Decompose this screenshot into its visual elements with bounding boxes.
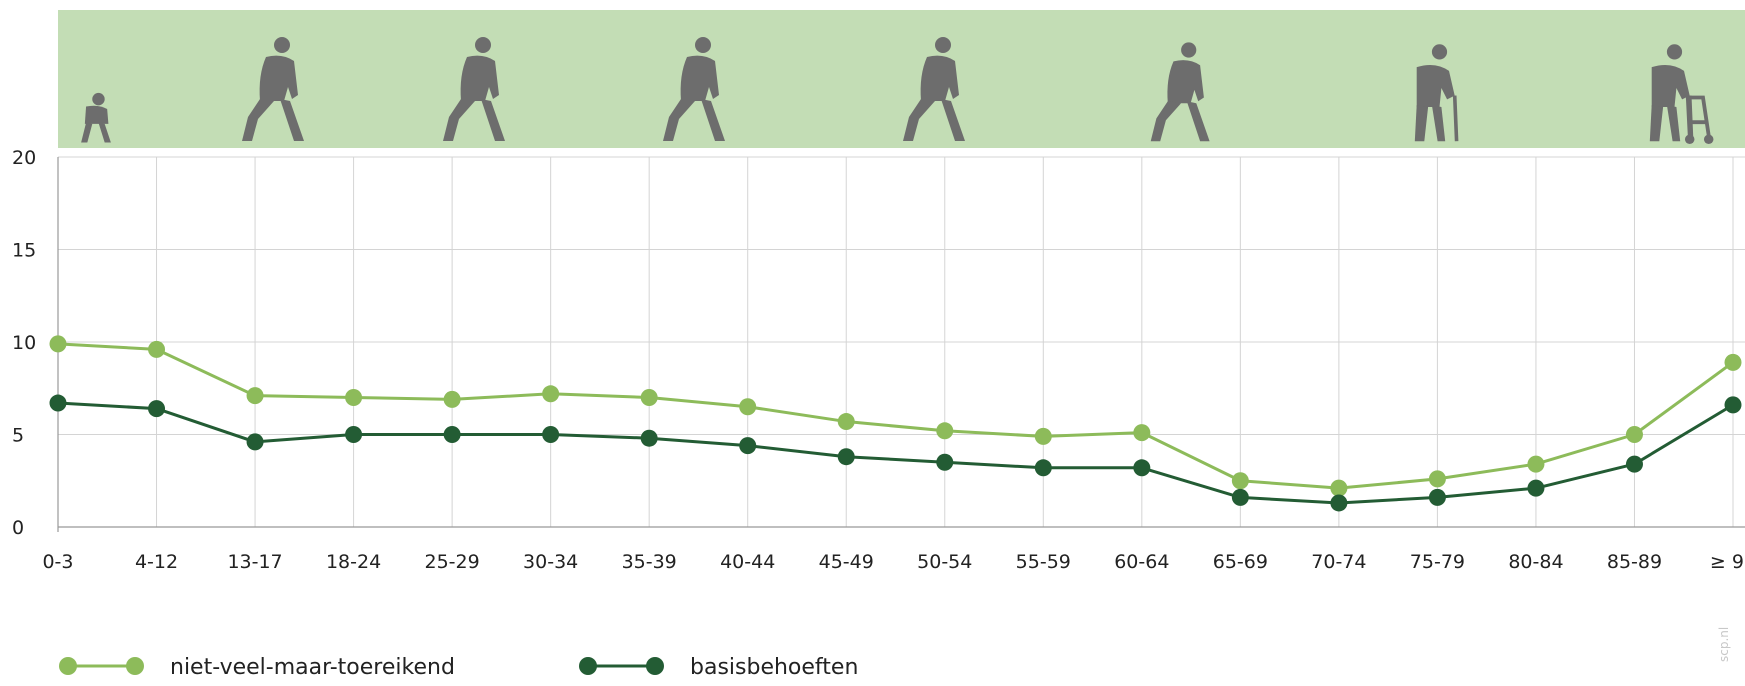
data-point <box>49 335 67 353</box>
header-icons <box>81 37 1714 145</box>
legend-label: basisbehoeften <box>690 655 858 680</box>
legend-swatch-point <box>126 657 144 675</box>
toddler-icon <box>81 92 111 143</box>
x-tick-label: 65-69 <box>1213 551 1268 573</box>
data-point <box>1527 479 1545 497</box>
x-tick-label: 35-39 <box>622 551 677 573</box>
teen-walking-icon <box>443 37 505 141</box>
watermark: scp.nl <box>1717 627 1731 662</box>
x-tick-label: 55-59 <box>1016 551 1071 573</box>
data-point <box>1133 424 1151 442</box>
data-point <box>1330 494 1348 512</box>
x-tick-label: ≥ 90 <box>1710 551 1745 573</box>
y-tick-label: 10 <box>12 332 36 354</box>
data-point <box>739 437 757 455</box>
data-point <box>1724 396 1742 414</box>
data-point <box>246 387 264 405</box>
data-point <box>1428 470 1446 488</box>
senior-walking-icon <box>1150 42 1210 142</box>
data-point <box>837 448 855 466</box>
data-point <box>542 385 560 403</box>
y-tick-label: 15 <box>12 240 36 262</box>
data-point <box>345 389 363 406</box>
data-point <box>246 433 264 451</box>
data-point <box>1034 427 1052 445</box>
x-axis: 0-3 4-12 13-17 18-24 25-29 30-34 35-39 40-44 45-… <box>42 551 1745 573</box>
data-point <box>1034 459 1052 477</box>
child-walking-icon <box>242 37 304 141</box>
x-tick-label: 0-3 <box>42 551 73 573</box>
data-point <box>542 426 560 443</box>
series-lines <box>57 342 1734 505</box>
data-point <box>443 426 461 443</box>
x-tick-label: 50-54 <box>917 551 972 573</box>
header-band <box>58 10 1745 148</box>
x-tick-label: 60-64 <box>1114 551 1169 573</box>
legend-label: niet-veel-maar-toereikend <box>170 655 455 680</box>
x-tick-label: 30-34 <box>523 551 578 573</box>
data-point <box>739 398 757 416</box>
x-tick-label: 80-84 <box>1508 551 1563 573</box>
data-point <box>1428 488 1446 506</box>
data-point <box>1330 479 1348 497</box>
y-tick-label: 5 <box>12 425 24 447</box>
x-tick-label: 85-89 <box>1607 551 1662 573</box>
elderly-cane-icon <box>1414 44 1459 142</box>
legend-swatch-point <box>59 657 77 675</box>
data-point <box>1231 472 1249 490</box>
data-point <box>345 426 363 443</box>
series-line-0 <box>57 342 1734 490</box>
x-tick-label: 18-24 <box>326 551 381 573</box>
data-point <box>1133 459 1151 477</box>
data-point <box>443 390 461 408</box>
grid <box>57 156 1745 532</box>
x-tick-label: 45-49 <box>819 551 874 573</box>
series-line-1 <box>57 401 1734 505</box>
data-point <box>148 400 166 418</box>
series-points <box>49 335 1742 512</box>
data-point <box>837 413 855 431</box>
x-tick-label: 70-74 <box>1311 551 1366 573</box>
x-tick-label: 13-17 <box>227 551 282 573</box>
data-point <box>640 429 658 447</box>
data-point <box>936 422 954 440</box>
legend-swatch-point <box>579 657 597 675</box>
data-point <box>1625 455 1643 473</box>
y-tick-label: 20 <box>12 147 36 169</box>
data-point <box>936 453 954 471</box>
x-tick-label: 4-12 <box>135 551 178 573</box>
elderly-walker-icon <box>1649 44 1714 145</box>
data-point <box>49 394 67 412</box>
data-point <box>1724 353 1742 371</box>
y-axis: 0 5 10 15 20 <box>12 147 36 539</box>
middle-aged-walking-icon <box>903 37 965 141</box>
data-point <box>1625 426 1643 443</box>
legend-swatch-point <box>646 657 664 675</box>
legend: niet-veel-maar-toereikend basisbehoeften <box>59 655 858 680</box>
data-point <box>640 389 658 406</box>
adult-walking-icon <box>663 37 725 141</box>
data-point <box>148 340 166 358</box>
data-point <box>1527 455 1545 473</box>
x-tick-label: 40-44 <box>720 551 775 573</box>
x-tick-label: 25-29 <box>425 551 480 573</box>
data-point <box>1231 488 1249 506</box>
x-tick-label: 75-79 <box>1410 551 1465 573</box>
y-tick-label: 0 <box>12 517 24 539</box>
